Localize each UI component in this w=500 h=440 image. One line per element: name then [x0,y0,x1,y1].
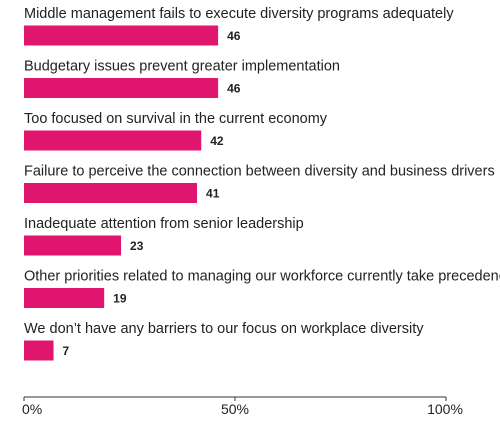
bar [24,235,122,256]
bar [24,340,54,361]
bar [24,130,202,151]
data-label: 23 [130,239,144,253]
bar [24,78,219,98]
category-label: Inadequate attention from senior leaders… [24,216,304,232]
data-label: 7 [63,344,70,358]
x-tick-label: 100% [427,401,463,417]
data-label: 41 [206,187,220,201]
data-label: 46 [227,29,241,43]
bar [24,25,219,46]
x-tick-label: 0% [22,401,42,417]
bar [24,288,105,308]
category-label: Middle management fails to execute diver… [24,6,454,22]
category-label: Failure to perceive the connection betwe… [24,164,495,180]
data-label: 19 [113,292,127,306]
data-label: 42 [210,134,224,148]
category-label: Too focused on survival in the current e… [24,111,328,127]
bar [24,183,198,203]
category-label: Other priorities related to managing our… [24,269,500,285]
x-tick-label: 50% [221,401,249,417]
category-label: Budgetary issues prevent greater impleme… [24,59,340,75]
category-label: We don’t have any barriers to our focus … [24,321,424,337]
data-label: 46 [227,82,241,96]
